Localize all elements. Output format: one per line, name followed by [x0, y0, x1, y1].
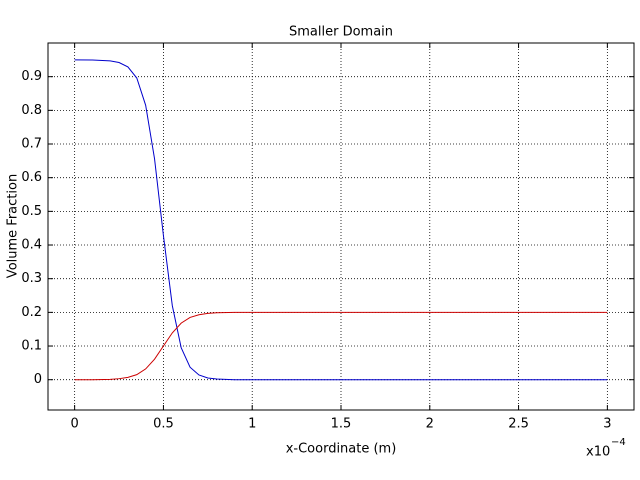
y-tick-label: 0.9 — [21, 69, 42, 84]
y-tick-label: 0.3 — [21, 271, 42, 286]
x-multiplier: x10 — [586, 445, 610, 460]
data-line — [74, 59, 608, 381]
y-tick-label: 0.4 — [21, 238, 42, 253]
x-axis-label: x-Coordinate (m) — [286, 442, 397, 457]
y-tick-label: 0.5 — [21, 204, 42, 219]
data-line — [74, 311, 608, 381]
y-axis-label: Volume Fraction — [6, 174, 21, 278]
plot-frame — [47, 42, 635, 411]
y-tick-label: 0.6 — [21, 170, 42, 185]
y-tick-label: 0.2 — [21, 305, 42, 320]
x-tick-label: 3 — [603, 417, 611, 432]
x-multiplier-exponent: −4 — [611, 437, 626, 448]
y-tick-label: 0.1 — [21, 339, 42, 354]
x-tick-label: 0 — [70, 417, 78, 432]
x-tick-label: 2 — [426, 417, 434, 432]
y-tick-label: 0 — [34, 372, 42, 387]
x-tick-label: 0.5 — [153, 417, 174, 432]
x-tick-label: 2.5 — [508, 417, 529, 432]
x-tick-label: 1.5 — [331, 417, 352, 432]
y-tick-label: 0.8 — [21, 103, 42, 118]
x-tick-label: 1 — [248, 417, 256, 432]
chart-title: Smaller Domain — [289, 25, 393, 40]
y-tick-label: 0.7 — [21, 137, 42, 152]
